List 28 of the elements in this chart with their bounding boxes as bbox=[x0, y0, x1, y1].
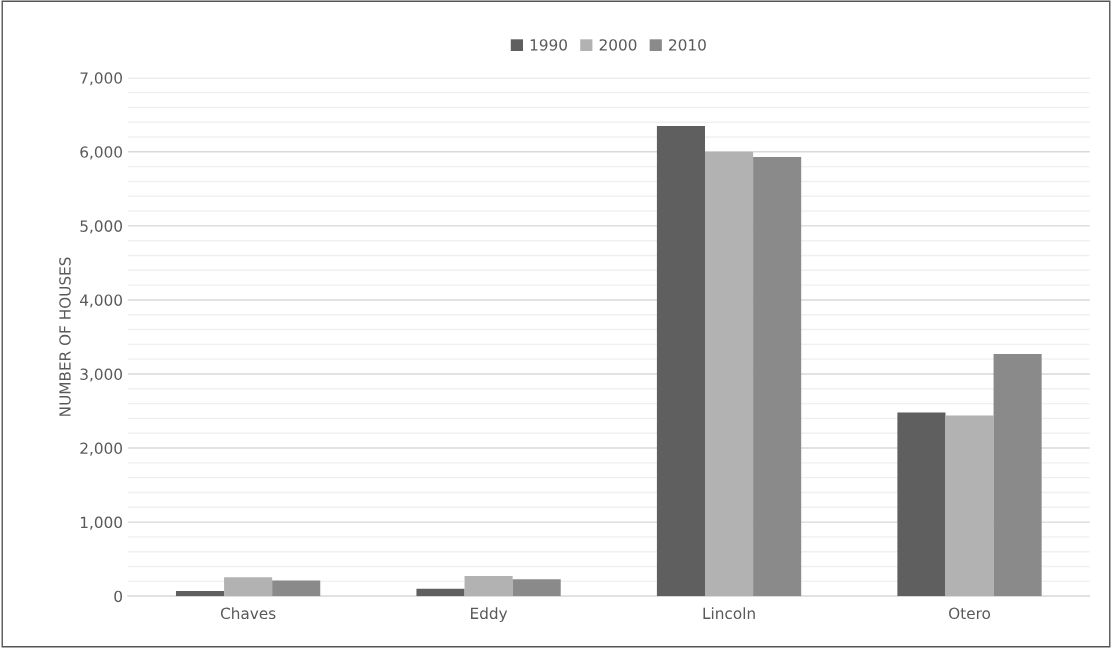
bar bbox=[272, 580, 321, 597]
x-tick-label: Chaves bbox=[220, 607, 276, 620]
legend-label: 2010 bbox=[669, 39, 706, 51]
bar bbox=[512, 579, 561, 597]
x-tick-label: Otero bbox=[949, 607, 991, 620]
bar bbox=[175, 590, 225, 597]
y-tick-label: 7,000 bbox=[80, 72, 122, 86]
y-tick-label: 6,000 bbox=[80, 146, 122, 160]
y-tick-label: 5,000 bbox=[80, 220, 122, 234]
legend-label: 2000 bbox=[599, 39, 637, 51]
bar bbox=[656, 125, 706, 597]
y-tick-label: 4,000 bbox=[80, 294, 122, 308]
bar bbox=[464, 575, 513, 597]
y-tick-label: 2,000 bbox=[80, 442, 122, 456]
y-tick-label: 1,000 bbox=[80, 516, 122, 530]
bar bbox=[224, 577, 273, 597]
bar bbox=[897, 412, 946, 597]
bar bbox=[705, 151, 754, 597]
x-tick-label: Lincoln bbox=[703, 607, 755, 620]
y-tick-label: 3,000 bbox=[80, 368, 122, 382]
y-axis-title: NUMBER OF HOUSES bbox=[59, 257, 71, 416]
bar bbox=[416, 588, 465, 597]
y-tick-label: 0 bbox=[114, 590, 122, 603]
bar bbox=[945, 415, 994, 597]
x-tick-label: Eddy bbox=[471, 607, 508, 623]
legend-label: 1990 bbox=[530, 39, 567, 51]
bar bbox=[753, 157, 802, 597]
bar bbox=[993, 353, 1042, 597]
